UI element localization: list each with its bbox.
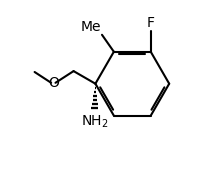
Text: F: F (147, 16, 155, 30)
Text: NH$_2$: NH$_2$ (81, 114, 108, 130)
Text: O: O (48, 76, 59, 90)
Text: Me: Me (81, 20, 101, 34)
